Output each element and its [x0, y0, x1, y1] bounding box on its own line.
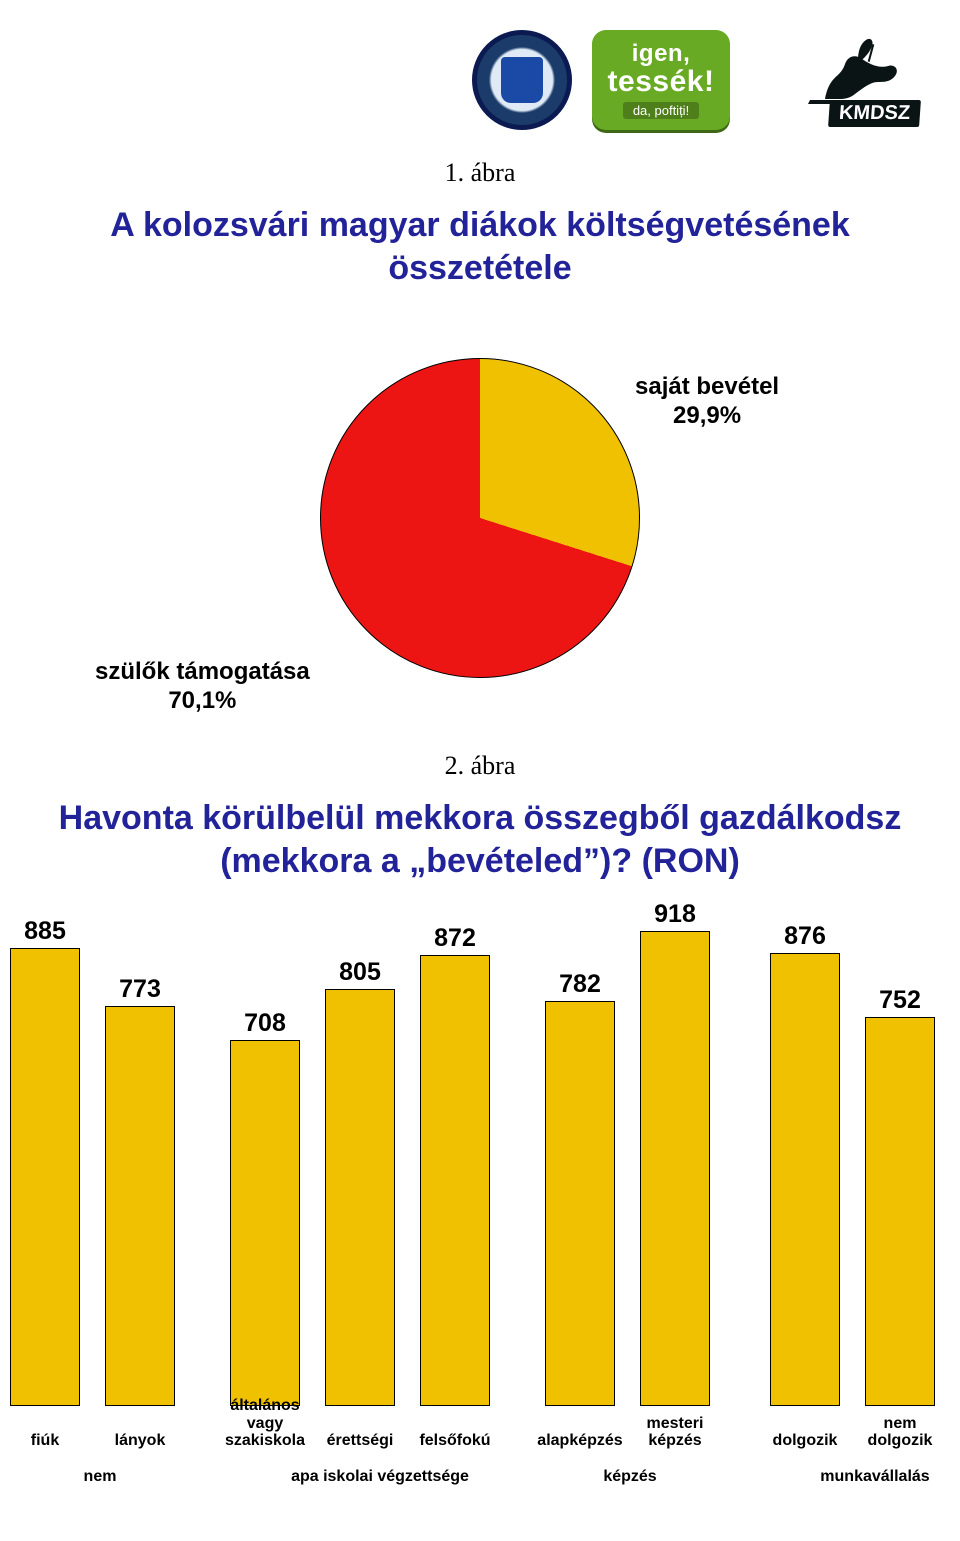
ubb-seal-logo	[472, 30, 572, 130]
pie-slice-pct-0: 29,9%	[635, 402, 779, 431]
igen-logo-line1: igen,	[632, 41, 691, 66]
bar: 918mesteri képzés	[640, 931, 710, 1406]
bar-value: 918	[654, 900, 696, 929]
kmdsz-logo-text: KMDSZ	[828, 100, 921, 127]
bar: 876dolgozik	[770, 953, 840, 1406]
bar: 805érettségi	[325, 989, 395, 1406]
bar-category-label: általános vagy szakiskola	[219, 1397, 311, 1450]
bar-group-label: apa iskolai végzettsége	[290, 1468, 470, 1486]
bar-region: 885fiúk 773lányok 708általános vagy szakis…	[0, 906, 960, 1406]
igen-logo-line2: tessék!	[608, 66, 715, 98]
bar-value: 752	[879, 986, 921, 1015]
figure2-label: 2. ábra	[0, 751, 960, 781]
bar-category-label: alapképzés	[534, 1432, 626, 1450]
bar-value: 872	[434, 924, 476, 953]
pie-slice-label-0: saját bevétel	[635, 373, 779, 400]
bar-value: 805	[339, 958, 381, 987]
bar-category-label: nem dolgozik	[854, 1415, 946, 1450]
bar-group-label: képzés	[590, 1468, 670, 1486]
bar-category-label: érettségi	[314, 1432, 406, 1450]
bar-value: 773	[119, 975, 161, 1004]
igen-tessek-logo: igen, tessék! da, poftiți!	[592, 30, 730, 130]
figure1-title: A kolozsvári magyar diákok költségvetésé…	[40, 204, 920, 289]
bar: 885fiúk	[10, 948, 80, 1406]
bar-value: 885	[24, 917, 66, 946]
bar-category-label: dolgozik	[759, 1432, 851, 1450]
pie-slice-pct-1: 70,1%	[95, 687, 310, 716]
horse-rider-icon	[800, 34, 920, 104]
pie-label-sajat-bevetel: saját bevétel 29,9%	[635, 373, 779, 431]
pie-label-szulok-tamogatasa: szülők támogatása 70,1%	[95, 658, 310, 716]
bar-category-label: fiúk	[0, 1432, 91, 1450]
header-logos: igen, tessék! da, poftiți! KMDSZ	[0, 0, 960, 150]
bar-category-label: mesteri képzés	[629, 1415, 721, 1450]
bar: 708általános vagy szakiskola	[230, 1040, 300, 1406]
bar-value: 876	[784, 922, 826, 951]
figure2-bar-chart: 885fiúk773lányok708általános vagy szakis…	[0, 906, 960, 1461]
bar: 782alapképzés	[545, 1001, 615, 1406]
bar-category-label: felsőfokú	[409, 1432, 501, 1450]
figure2-title: Havonta körülbelül mekkora összegből gaz…	[40, 797, 920, 882]
bar-group-label: munkavállalás	[810, 1468, 940, 1486]
bar-category-label: lányok	[94, 1432, 186, 1450]
pie-slices	[320, 358, 640, 678]
figure1-pie-chart: saját bevétel 29,9% szülők támogatása 70…	[0, 313, 960, 743]
kmdsz-logo: KMDSZ	[750, 34, 920, 127]
bar: 773lányok	[105, 1006, 175, 1406]
igen-logo-line3: da, poftiți!	[623, 102, 699, 120]
pie-slice-label-1: szülők támogatása	[95, 658, 310, 685]
bar-value: 708	[244, 1009, 286, 1038]
bar: 872felsőfokú	[420, 955, 490, 1406]
bar: 752nem dolgozik	[865, 1017, 935, 1406]
bar-value: 782	[559, 970, 601, 999]
bar-group-label: nem	[55, 1468, 145, 1486]
figure1-label: 1. ábra	[0, 158, 960, 188]
